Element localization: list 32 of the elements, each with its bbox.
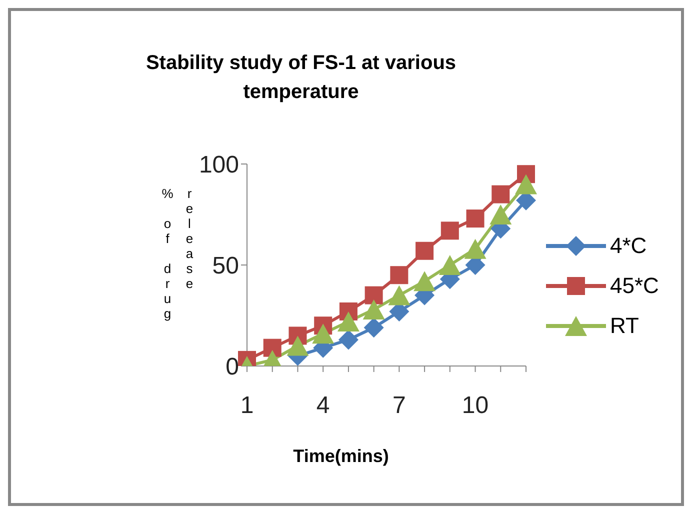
point xyxy=(364,318,384,338)
point xyxy=(263,338,282,357)
point xyxy=(362,299,385,320)
point xyxy=(438,255,461,275)
y-tick-label: 100 xyxy=(198,152,239,179)
x-tick-label: 1 xyxy=(240,392,254,420)
point xyxy=(492,185,510,204)
x-tick-label: 7 xyxy=(392,392,406,420)
point xyxy=(337,312,360,332)
x-tick-label: 10 xyxy=(462,392,489,420)
point xyxy=(364,286,383,304)
point xyxy=(416,242,434,260)
point xyxy=(388,285,410,306)
x-tick-label: 4 xyxy=(316,392,330,420)
point xyxy=(312,324,334,344)
point xyxy=(490,204,512,224)
point xyxy=(338,330,358,350)
point xyxy=(390,266,408,284)
point xyxy=(466,210,484,228)
legend-label: RT xyxy=(610,313,639,339)
point xyxy=(440,222,459,240)
point xyxy=(414,271,436,292)
legend-label: 45*C xyxy=(610,273,659,299)
x-axis-title: Time(mins) xyxy=(292,446,390,467)
y-tick-label: 50 xyxy=(212,252,239,280)
y-tick-label: 0 xyxy=(226,354,239,381)
point xyxy=(515,174,537,194)
point xyxy=(286,336,309,356)
y-axis-title: % of drug release xyxy=(159,186,198,323)
legend-label: 4*C xyxy=(610,233,647,259)
chart-title: Stability study of FS-1 at various temperature xyxy=(144,51,458,105)
point xyxy=(464,238,486,259)
